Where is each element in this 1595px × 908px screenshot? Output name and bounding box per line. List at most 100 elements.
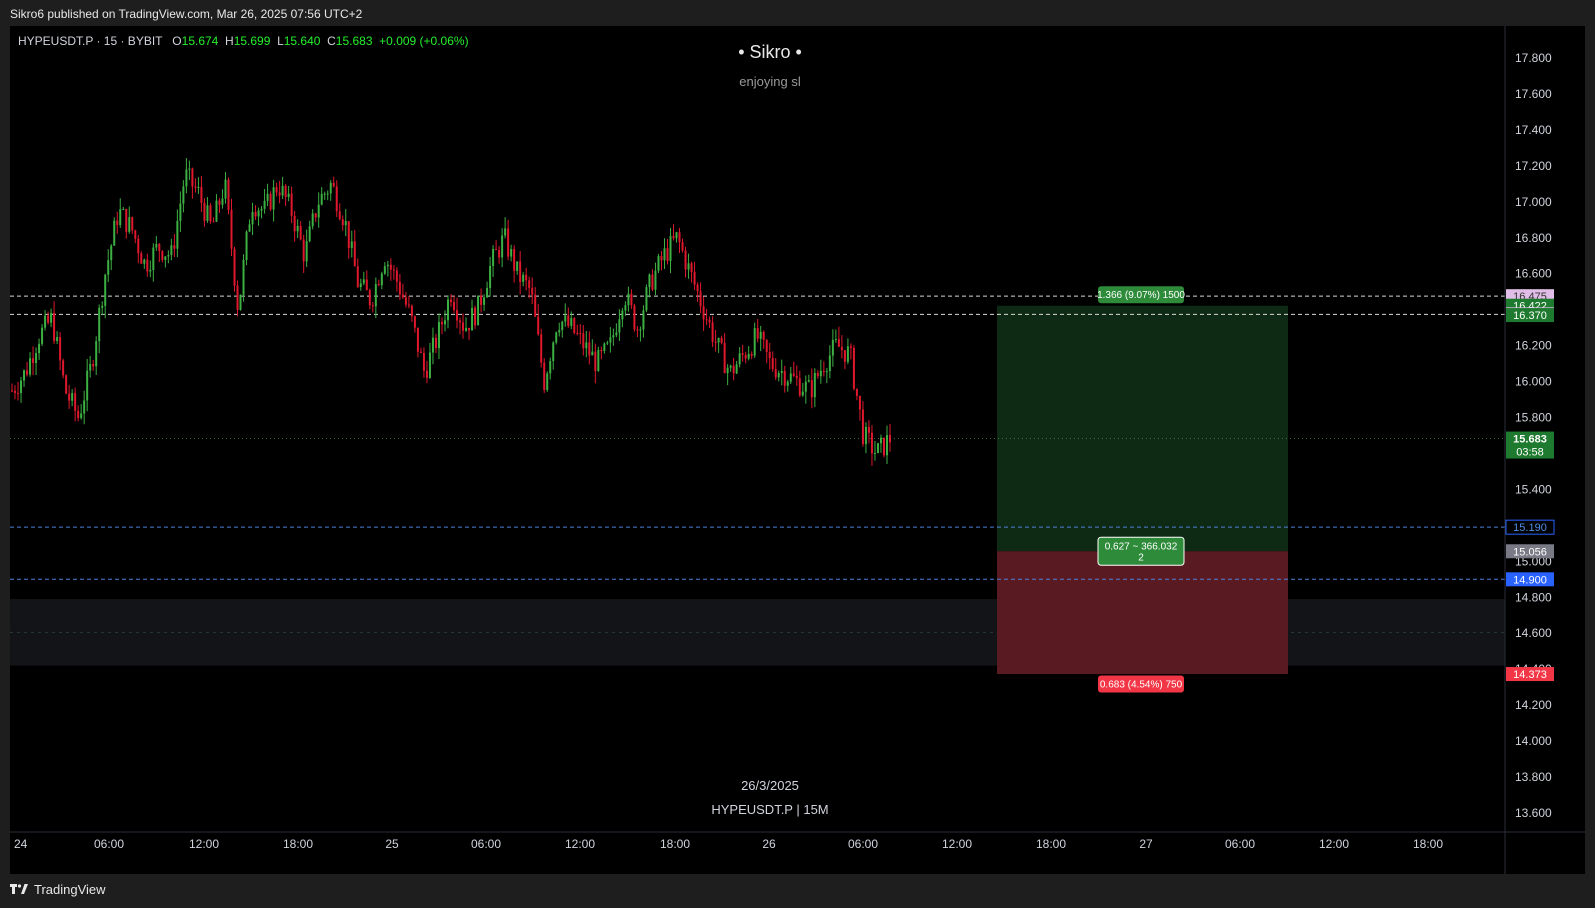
watermark-title: • Sikro • [738, 42, 802, 62]
watermark-symbol: HYPEUSDT.P | 15M [711, 802, 829, 817]
candle-body [645, 287, 648, 311]
candle-body [594, 351, 597, 372]
candle-body [516, 261, 519, 271]
legend-close-label: C [327, 34, 336, 48]
legend-change: +0.009 (+0.06%) [379, 34, 469, 48]
legend-open-value: 15.674 [181, 34, 219, 48]
y-tick-label: 14.800 [1515, 590, 1552, 604]
candle-body [26, 370, 29, 375]
candle-body [819, 370, 822, 377]
candle-body [885, 435, 888, 456]
last-price-label-box [1506, 431, 1554, 459]
candle-body [756, 328, 759, 339]
candle-body [98, 307, 101, 342]
candle-body [401, 294, 404, 298]
candle-body [17, 392, 20, 394]
candle-body [323, 193, 326, 195]
candle-body [11, 390, 13, 392]
candle-body [792, 373, 795, 376]
candle-body [738, 353, 741, 365]
candle-body [678, 232, 681, 243]
candle-body [810, 380, 813, 398]
candle-body [308, 226, 311, 242]
candle-body [714, 341, 717, 343]
candle-body [389, 264, 392, 270]
chart-area[interactable]: 1.366 (9.07%) 1500 0.627 ~ 366.032 2 0.683 … [10, 26, 1585, 874]
candle-body [107, 260, 110, 275]
candle-body [170, 245, 173, 256]
candle-body [459, 320, 462, 323]
candle-body [717, 337, 720, 343]
candle-body [233, 248, 236, 286]
candle-body [477, 295, 480, 326]
candle-body [537, 316, 540, 335]
candle-body [882, 437, 885, 456]
candle-body [269, 193, 272, 210]
position-loss-zone[interactable] [997, 551, 1288, 675]
tradingview-logo-icon [10, 884, 28, 894]
position-stop-label-box [1098, 675, 1184, 693]
candle-body [531, 287, 534, 295]
candle-body [807, 380, 810, 382]
candle-body [275, 187, 278, 193]
legend-high-value: 15.699 [233, 34, 271, 48]
candle-body [747, 353, 750, 359]
candle-body [326, 193, 329, 195]
candle-body [74, 393, 77, 411]
watermark-date: 26/3/2025 [741, 778, 799, 793]
candle-body [663, 248, 666, 261]
candle-body [32, 358, 35, 363]
candle-body [867, 426, 870, 433]
y-tick-label: 14.200 [1515, 698, 1552, 712]
candle-body [549, 361, 552, 374]
candle-body [41, 327, 44, 344]
y-tick-label: 14.000 [1515, 734, 1552, 748]
candle-body [53, 312, 56, 342]
candle-body [197, 187, 200, 189]
candle-body [672, 235, 675, 239]
candle-body [416, 327, 419, 352]
y-tick-label: 17.800 [1515, 51, 1552, 65]
position-stop-label-text-0: 0.683 (4.54%) 750 [1100, 680, 1183, 691]
candle-body [726, 367, 729, 374]
candle-body [101, 305, 104, 308]
candle-body [606, 342, 609, 344]
legend-open-label: O [172, 34, 182, 48]
candle-body [146, 259, 149, 272]
candle-body [104, 274, 107, 306]
candle-body [687, 263, 690, 270]
candle-body [122, 209, 125, 211]
candle-body [858, 395, 861, 410]
candle-body [371, 305, 374, 307]
y-tick-label: 17.400 [1515, 123, 1552, 137]
candle-body [690, 263, 693, 272]
legend-close-value: 15.683 [335, 34, 373, 48]
candle-body [621, 310, 624, 320]
candle-body [783, 371, 786, 386]
candle-body [846, 346, 849, 362]
candle-body [540, 334, 543, 363]
candle-body [567, 315, 570, 326]
candle-body [504, 228, 507, 236]
candle-body [209, 205, 212, 222]
candle-body [200, 187, 203, 203]
candle-body [317, 204, 320, 218]
candle-body [462, 322, 465, 331]
x-tick-label: 18:00 [1413, 837, 1443, 851]
candle-body [110, 245, 113, 261]
candle-body [341, 219, 344, 226]
candle-body [870, 432, 873, 454]
candle-body [239, 294, 242, 310]
candle-body [543, 362, 546, 390]
y-tick-label: 16.800 [1515, 231, 1552, 245]
candle-body [254, 211, 257, 217]
candle-body [125, 209, 128, 232]
candle-body [29, 358, 32, 375]
candle-body [311, 213, 314, 227]
position-profit-zone[interactable] [997, 305, 1288, 552]
candle-body [699, 291, 702, 307]
candle-body [729, 365, 732, 368]
candle-body [362, 279, 365, 284]
tradingview-logo[interactable]: TradingView [10, 882, 106, 897]
